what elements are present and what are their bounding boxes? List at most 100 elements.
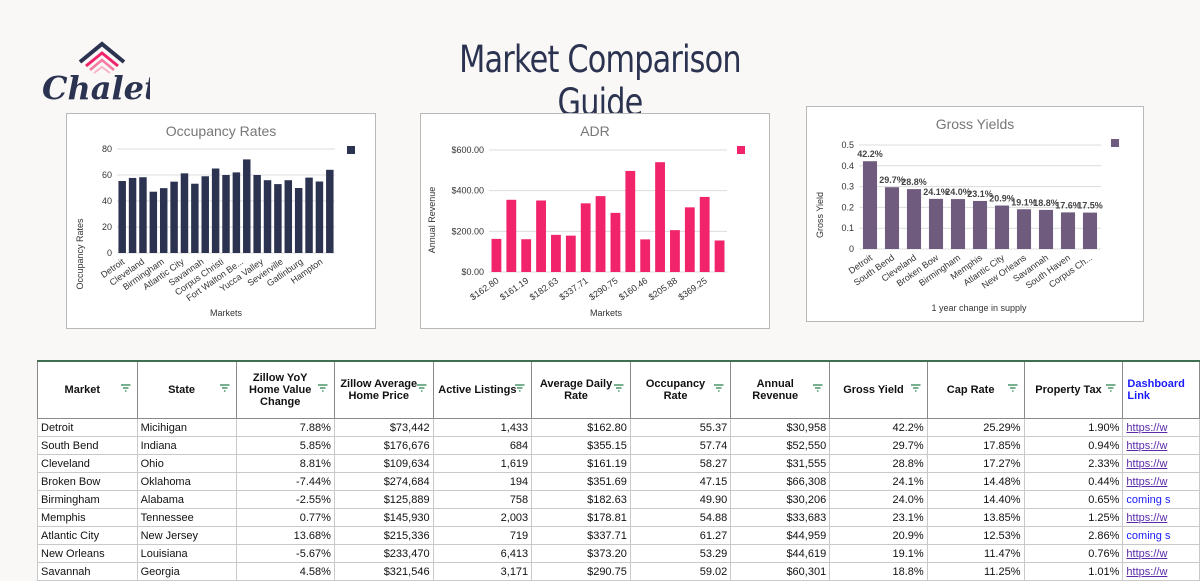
adr-bar[interactable] [655, 162, 665, 272]
adr-bar[interactable] [684, 207, 695, 272]
dashboard-link-cell[interactable]: coming s [1122, 526, 1200, 545]
adr-bar[interactable] [610, 212, 621, 272]
column-header-annual-revenue[interactable]: Annual Revenue [730, 360, 831, 419]
adr-bar[interactable] [491, 238, 502, 272]
occupancy-bar[interactable] [159, 188, 168, 253]
column-header-zillow-yoy-home-value-change[interactable]: Zillow YoY Home Value Change [235, 360, 335, 419]
filter-icon[interactable] [416, 384, 427, 392]
column-header-dashboard-link[interactable]: Dashboard Link [1122, 360, 1200, 419]
adr-x-axis-label: Markets [590, 308, 623, 318]
filter-icon[interactable] [613, 384, 624, 392]
dashboard-link-cell[interactable]: https://w [1122, 562, 1200, 581]
dashboard-link-cell[interactable]: https://w [1122, 544, 1200, 563]
occupancy-bar[interactable] [180, 173, 189, 253]
occupancy-bar[interactable] [284, 180, 293, 253]
column-header-occupancy-rate[interactable]: Occupancy Rate [629, 360, 732, 419]
dashboard-link-cell[interactable]: https://w [1122, 454, 1200, 473]
column-header-market[interactable]: Market [37, 360, 138, 419]
occupancy-bar[interactable] [201, 176, 209, 253]
adr-bar[interactable] [506, 199, 517, 272]
filter-icon[interactable] [1106, 384, 1116, 392]
column-header-cap-rate[interactable]: Cap Rate [926, 360, 1025, 419]
occupancy-bar[interactable] [305, 177, 313, 253]
occupancy-bar[interactable] [253, 175, 261, 253]
table-cell: Tennessee [136, 508, 237, 527]
occupancy-bar[interactable] [232, 172, 241, 253]
gross-yields-bar[interactable] [1082, 212, 1098, 249]
adr-bar[interactable] [595, 196, 606, 272]
occupancy-bar[interactable] [222, 175, 230, 253]
table-cell: Detroit [37, 418, 138, 437]
occupancy-bar[interactable] [170, 181, 178, 253]
gross-yields-chart[interactable]: Gross Yields Gross Yield 1 year change i… [806, 106, 1144, 322]
adr-chart[interactable]: ADR Annual Revenue Markets $0.00 $200.00 $… [420, 113, 770, 329]
adr-bar[interactable] [580, 203, 591, 272]
column-header-property-tax[interactable]: Property Tax [1023, 360, 1124, 419]
adr-bar[interactable] [521, 239, 532, 272]
occupancy-bar[interactable] [315, 181, 324, 254]
table-cell: 6,413 [432, 544, 533, 563]
occupancy-bar[interactable] [326, 169, 334, 253]
gross-yields-bar[interactable] [972, 200, 988, 249]
adr-bar[interactable] [714, 240, 725, 272]
gross-yields-bar[interactable] [928, 198, 944, 249]
table-cell: $30,206 [730, 490, 831, 509]
table-cell: New Jersey [136, 526, 237, 545]
table-cell: $355.15 [531, 436, 631, 455]
filter-icon[interactable] [120, 384, 131, 392]
adr-bar[interactable] [625, 170, 636, 272]
dashboard-link-cell[interactable]: https://w [1122, 508, 1200, 527]
occupancy-chart[interactable]: Occupancy Rates Occupancy Rates Markets … [66, 113, 376, 329]
gross-yields-bar[interactable] [950, 199, 966, 249]
gross-yields-bar[interactable] [1038, 209, 1054, 249]
filter-icon[interactable] [317, 384, 328, 392]
gross-yields-bar[interactable] [906, 189, 922, 249]
occupancy-bar[interactable] [149, 191, 158, 253]
column-header-state[interactable]: State [136, 360, 237, 419]
gross-yields-data-label: 23.1% [967, 189, 993, 199]
filter-icon[interactable] [1007, 384, 1018, 392]
adr-y-axis-label: Annual Revenue [427, 187, 437, 254]
adr-bar[interactable] [551, 234, 561, 272]
column-header-zillow-average-home-price[interactable]: Zillow Average Home Price [333, 360, 434, 419]
adr-bar[interactable] [670, 230, 680, 272]
dashboard-link-cell[interactable]: coming s [1122, 490, 1200, 509]
filter-icon[interactable] [910, 384, 921, 392]
gross-yields-bar[interactable] [1016, 209, 1032, 249]
gross-yields-bar[interactable] [884, 187, 900, 249]
column-header-average-daily-rate[interactable]: Average Daily Rate [531, 360, 631, 419]
table-cell: 11.25% [926, 562, 1025, 581]
occupancy-bar[interactable] [118, 181, 126, 253]
occupancy-bar[interactable] [294, 188, 303, 253]
filter-icon[interactable] [813, 384, 823, 392]
adr-bar[interactable] [699, 196, 710, 272]
table-cell: 55.37 [629, 418, 732, 437]
dashboard-link-cell[interactable]: https://w [1122, 436, 1200, 455]
occupancy-bar[interactable] [274, 184, 282, 253]
occupancy-bar[interactable] [243, 159, 251, 253]
occupancy-bar[interactable] [128, 177, 137, 253]
filter-icon[interactable] [714, 384, 724, 392]
filter-icon[interactable] [515, 384, 525, 392]
adr-bar[interactable] [536, 200, 546, 272]
occupancy-bar[interactable] [263, 180, 272, 253]
table-cell: $274,684 [333, 472, 434, 491]
column-header-active-listings[interactable]: Active Listings [432, 360, 533, 419]
gross-yields-bar[interactable] [994, 205, 1010, 249]
adr-bar[interactable] [640, 239, 651, 272]
filter-icon[interactable] [219, 384, 230, 392]
occupancy-bar[interactable] [211, 168, 220, 254]
column-header-gross-yield[interactable]: Gross Yield [829, 360, 928, 419]
dashboard-link-cell[interactable]: https://w [1122, 472, 1200, 491]
adr-bar[interactable] [565, 235, 576, 272]
adr-y-tick-label: $600.00 [451, 145, 484, 155]
table-cell: 28.8% [829, 454, 928, 473]
table-cell: 29.7% [829, 436, 928, 455]
occupancy-bar[interactable] [139, 177, 147, 253]
dashboard-link-cell[interactable]: https://w [1122, 418, 1200, 437]
gross-yields-bar[interactable] [862, 161, 878, 249]
occupancy-bar[interactable] [191, 183, 199, 253]
gross-yields-bar[interactable] [1060, 212, 1076, 249]
gross-yields-data-label: 17.5% [1077, 201, 1103, 211]
table-cell: 24.0% [829, 490, 928, 509]
